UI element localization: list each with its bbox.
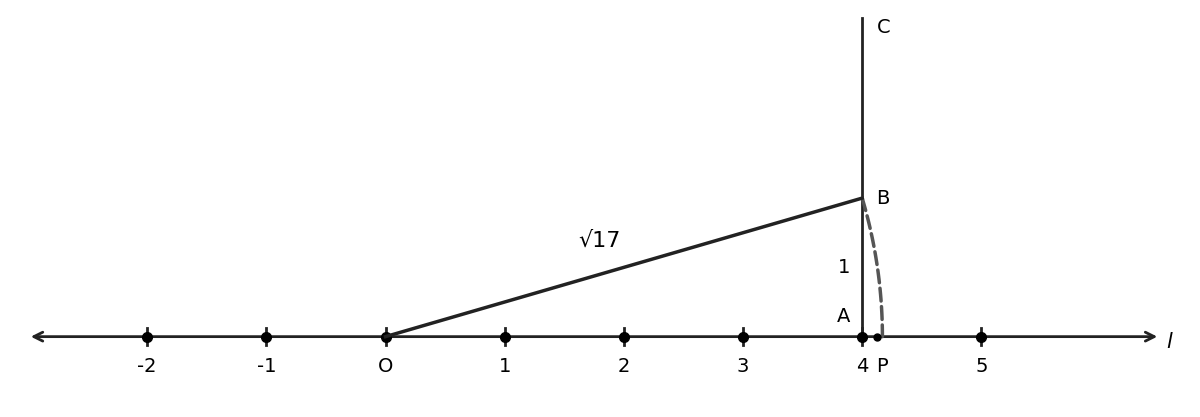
Text: 2: 2 [618,357,630,377]
Text: -2: -2 [138,357,157,377]
Text: 3: 3 [737,357,749,377]
Text: B: B [876,188,890,208]
Text: 4: 4 [856,357,869,377]
Text: 1: 1 [498,357,511,377]
Text: -1: -1 [257,357,276,377]
Text: A: A [836,306,851,326]
Text: 1: 1 [838,258,851,277]
Text: l: l [1166,332,1171,352]
Text: 5: 5 [976,357,988,377]
Text: C: C [876,18,890,37]
Text: P: P [876,357,888,377]
Text: √17: √17 [578,231,622,251]
Text: O: O [378,357,394,377]
